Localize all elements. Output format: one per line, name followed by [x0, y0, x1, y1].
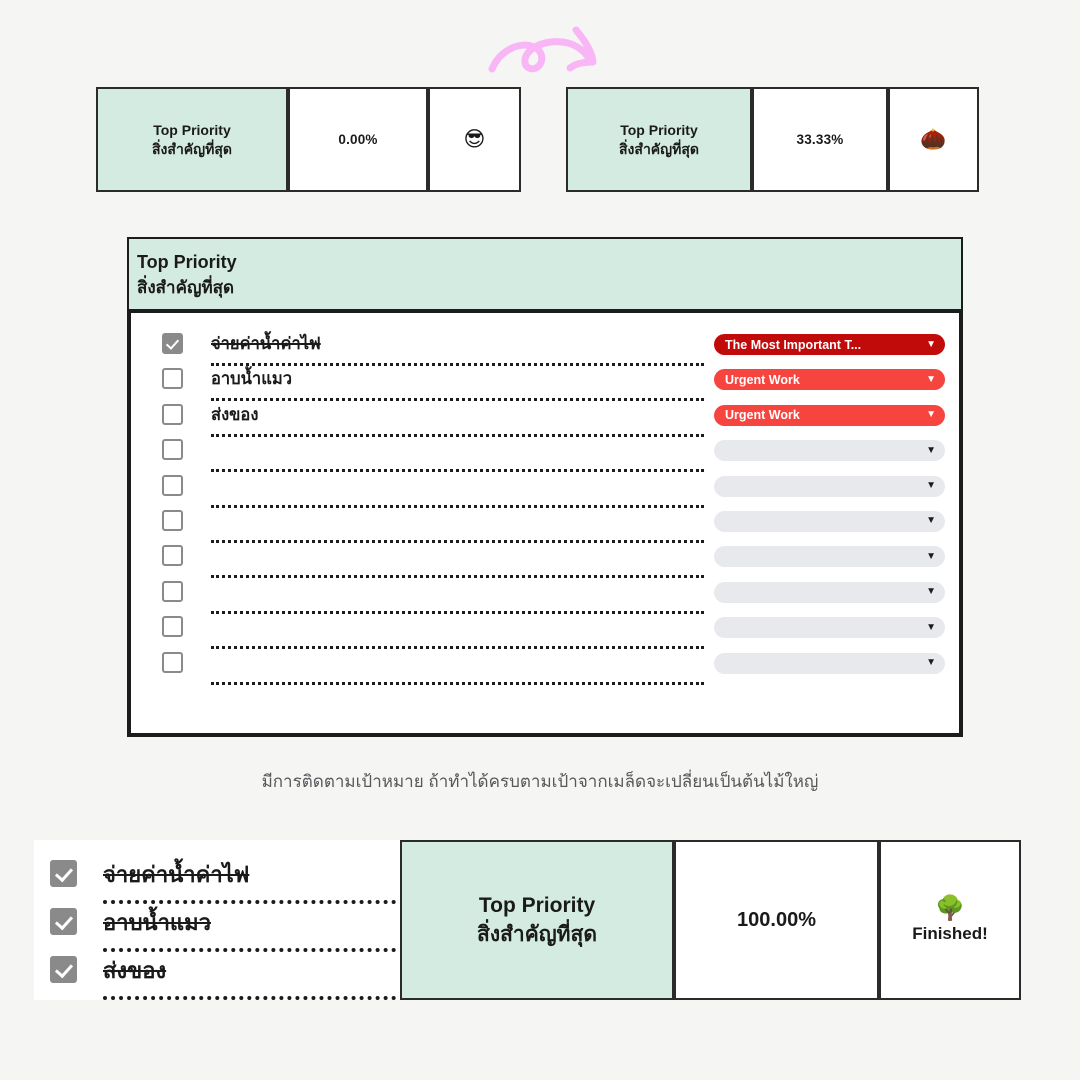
todo-text[interactable]: ส่งของ: [103, 956, 396, 1000]
finished-label: Finished!: [912, 923, 988, 943]
completed-summary-strip: จ่ายค่าน้ำค่าไฟอาบน้ำแมวส่งของ Top Prior…: [34, 840, 1024, 1000]
todo-row: อาบน้ำแมว Urgent Work ▼: [145, 368, 945, 403]
tree-emoji: 🌳: [935, 894, 965, 922]
todo-text[interactable]: [211, 510, 704, 543]
priority-dropdown[interactable]: ▼: [714, 546, 945, 568]
chevron-down-icon: ▼: [926, 621, 936, 633]
chevron-down-icon: ▼: [926, 338, 936, 350]
todo-text[interactable]: อาบน้ำแมว: [103, 908, 396, 952]
priority-dropdown[interactable]: The Most Important T... ▼: [714, 334, 945, 355]
priority-dropdown[interactable]: Urgent Work ▼: [714, 404, 945, 426]
todo-checkbox[interactable]: [50, 956, 77, 983]
completed-card-title: Top Priority สิ่งสำคัญที่สุด: [400, 840, 674, 1000]
todo-checkbox[interactable]: [162, 333, 183, 354]
completed-status-card: Top Priority สิ่งสำคัญที่สุด 100.00% 🌳 F…: [400, 840, 1021, 1000]
top-priority-panel: Top Priority สิ่งสำคัญที่สุด จ่ายค่าน้ำค…: [127, 237, 963, 737]
completed-card-title-th: สิ่งสำคัญที่สุด: [477, 923, 597, 946]
chevron-down-icon: ▼: [926, 515, 936, 527]
chevron-down-icon: ▼: [926, 373, 936, 385]
todo-checkbox[interactable]: [162, 474, 183, 496]
todo-text[interactable]: [211, 581, 704, 614]
chevron-down-icon: ▼: [926, 586, 936, 598]
todo-checkbox[interactable]: [162, 509, 183, 531]
status-card-title-en: Top Priority: [153, 121, 231, 138]
panel-header: Top Priority สิ่งสำคัญที่สุด: [129, 239, 961, 311]
todo-text[interactable]: อาบน้ำแมว: [211, 368, 704, 402]
priority-dropdown-label: Urgent Work: [725, 408, 800, 423]
chevron-down-icon: ▼: [926, 444, 936, 456]
completed-card-icon-cell: 🌳 Finished!: [879, 840, 1021, 1000]
completed-checklist: จ่ายค่าน้ำค่าไฟอาบน้ำแมวส่งของ: [34, 840, 400, 1000]
todo-checkbox[interactable]: [162, 545, 183, 567]
status-card-percent: 33.33%: [752, 87, 888, 192]
todo-text-value: ส่งของ: [211, 405, 259, 424]
todo-text-value: ส่งของ: [103, 958, 167, 983]
caption-text: มีการติดตามเป้าหมาย ถ้าทำได้ครบตามเป้าจา…: [261, 772, 819, 791]
chevron-down-icon: ▼: [926, 550, 936, 562]
todo-checkbox[interactable]: [162, 439, 183, 461]
priority-dropdown[interactable]: Urgent Work ▼: [714, 369, 945, 391]
priority-dropdown[interactable]: ▼: [714, 652, 945, 674]
todo-text-value: อาบน้ำแมว: [103, 910, 211, 935]
todo-text[interactable]: [211, 652, 704, 685]
todo-row: ▼: [145, 616, 945, 651]
seed-chestnut-emoji: 🌰: [888, 87, 979, 192]
todo-text[interactable]: จ่ายค่าน้ำค่าไฟ: [211, 333, 704, 366]
todo-text-value: จ่ายค่าน้ำค่าไฟ: [211, 335, 321, 353]
todo-row: ▼: [145, 439, 945, 474]
status-card-0: Top Priority สิ่งสำคัญที่สุด 0.00% 😎: [96, 87, 521, 192]
status-card-title-th: สิ่งสำคัญที่สุด: [619, 140, 699, 157]
priority-dropdown[interactable]: ▼: [714, 510, 945, 532]
checklist-container: จ่ายค่าน้ำค่าไฟ The Most Important T... ▼ อ…: [129, 311, 961, 735]
sunglasses-face-emoji: 😎: [428, 87, 521, 192]
todo-text-value: จ่ายค่าน้ำค่าไฟ: [103, 862, 250, 887]
todo-text[interactable]: [211, 545, 704, 579]
priority-dropdown[interactable]: ▼: [714, 617, 945, 639]
todo-text[interactable]: [211, 439, 704, 473]
status-card-percent: 0.00%: [288, 87, 428, 192]
todo-row: ▼: [145, 474, 945, 510]
todo-row: ▼: [145, 651, 945, 687]
todo-checkbox[interactable]: [162, 616, 183, 638]
priority-dropdown-label: Urgent Work: [725, 372, 800, 387]
todo-row: อาบน้ำแมว: [34, 908, 400, 956]
panel-title-en: Top Priority: [137, 252, 237, 272]
todo-row: ▼: [145, 580, 945, 616]
todo-text[interactable]: [211, 475, 704, 508]
status-card-title: Top Priority สิ่งสำคัญที่สุด: [566, 87, 752, 192]
todo-text-value: อาบน้ำแมว: [211, 370, 292, 389]
todo-checkbox[interactable]: [50, 908, 77, 935]
todo-row: จ่ายค่าน้ำค่าไฟ The Most Important T... ▼: [145, 333, 945, 368]
priority-dropdown[interactable]: ▼: [714, 475, 945, 497]
todo-row: ส่งของ: [34, 956, 400, 1000]
completed-card-percent: 100.00%: [674, 840, 879, 1000]
status-card-1: Top Priority สิ่งสำคัญที่สุด 33.33% 🌰: [566, 87, 979, 192]
status-card-title-en: Top Priority: [620, 121, 698, 138]
priority-dropdown[interactable]: ▼: [714, 440, 945, 462]
chevron-down-icon: ▼: [926, 409, 936, 421]
curly-arrow-right-icon: [488, 26, 597, 73]
panel-title-th: สิ่งสำคัญที่สุด: [137, 278, 235, 298]
todo-text[interactable]: [211, 616, 704, 650]
todo-checkbox[interactable]: [162, 651, 183, 673]
todo-checkbox[interactable]: [162, 368, 183, 390]
todo-row: ▼: [145, 545, 945, 580]
priority-dropdown[interactable]: ▼: [714, 581, 945, 603]
todo-row: ▼: [145, 509, 945, 545]
completed-card-title-en: Top Priority: [478, 893, 596, 917]
todo-row: จ่ายค่าน้ำค่าไฟ: [34, 860, 400, 908]
status-card-title-th: สิ่งสำคัญที่สุด: [152, 140, 232, 157]
todo-text[interactable]: ส่งของ: [211, 404, 704, 437]
status-card-title: Top Priority สิ่งสำคัญที่สุด: [96, 87, 288, 192]
chevron-down-icon: ▼: [926, 480, 936, 492]
chevron-down-icon: ▼: [926, 657, 936, 669]
todo-checkbox[interactable]: [162, 403, 183, 425]
todo-text[interactable]: จ่ายค่าน้ำค่าไฟ: [103, 860, 396, 904]
todo-checkbox[interactable]: [162, 580, 183, 602]
todo-checkbox[interactable]: [50, 860, 77, 887]
todo-row: ส่งของ Urgent Work ▼: [145, 403, 945, 439]
priority-dropdown-label: The Most Important T...: [725, 337, 862, 352]
